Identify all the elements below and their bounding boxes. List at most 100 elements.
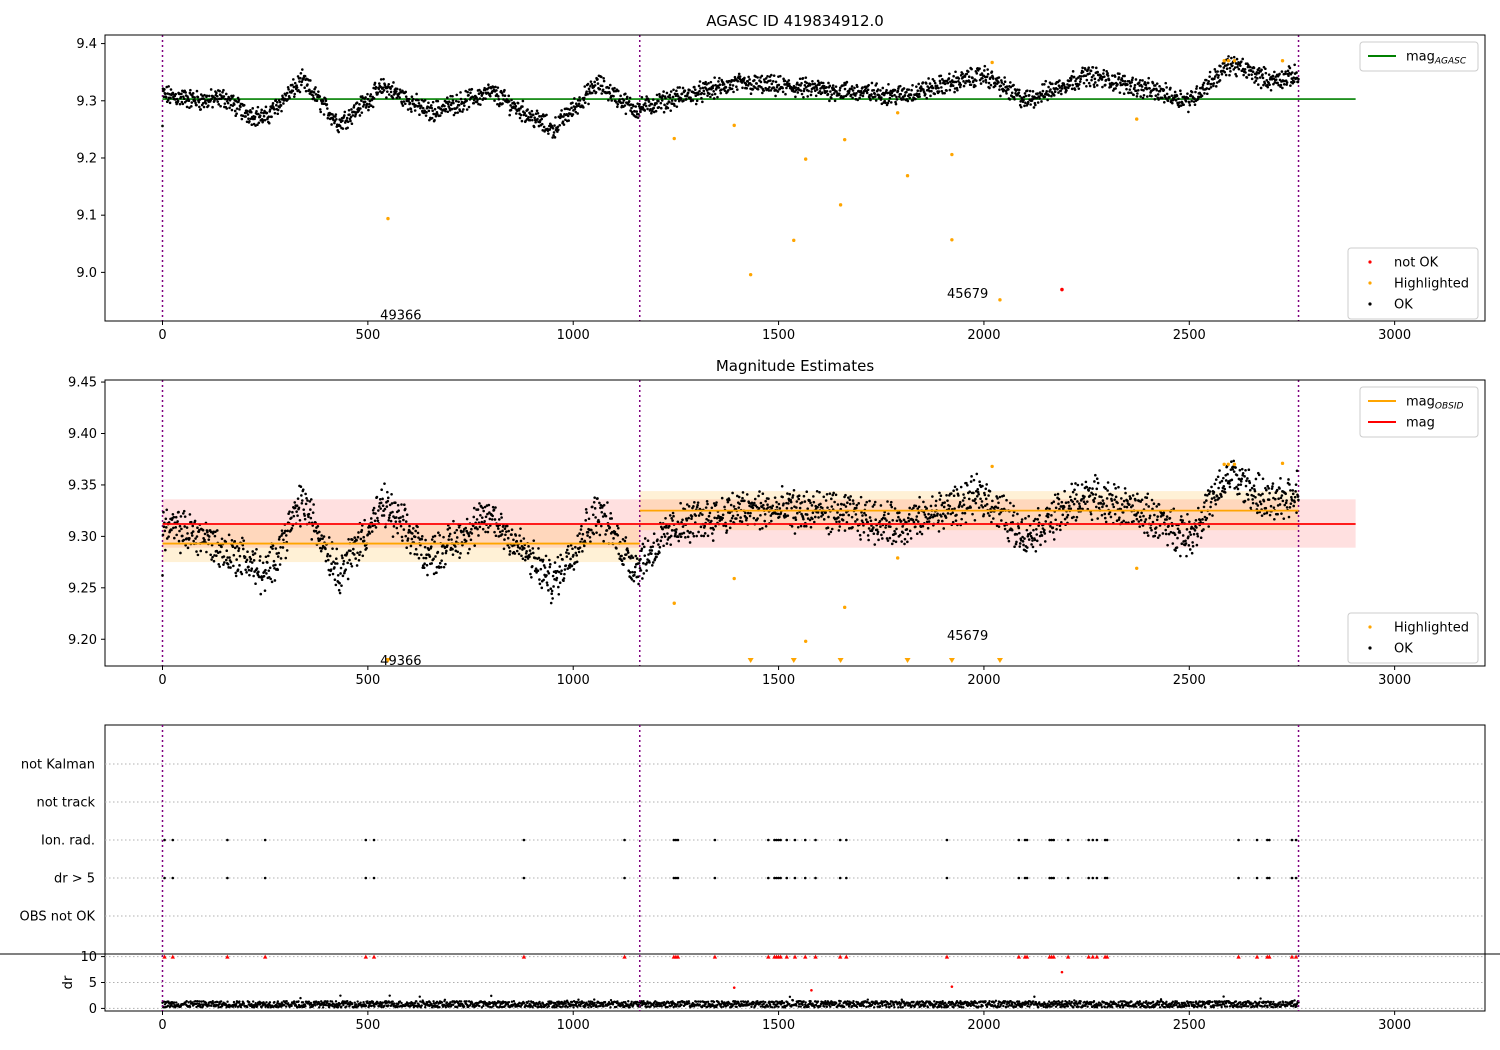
ok-point [828, 99, 831, 103]
ok-point [643, 554, 647, 557]
ok-point [545, 581, 549, 584]
ok-point [1123, 80, 1127, 83]
ok-point [618, 98, 622, 101]
ok-point [362, 539, 366, 543]
ok-point [1207, 492, 1211, 496]
ok-point [318, 95, 322, 98]
ok-point [349, 562, 353, 566]
ok-point [389, 87, 392, 90]
ok-point [222, 555, 226, 558]
ok-point [1127, 91, 1131, 95]
ok-point [469, 91, 472, 95]
ok-point [467, 93, 470, 97]
ok-point [730, 87, 734, 91]
ok-point [575, 554, 579, 557]
ok-point [699, 87, 702, 90]
ok-point [577, 102, 581, 106]
x-tick-label: 0 [158, 328, 166, 343]
ok-point [1027, 514, 1031, 518]
ok-point [1106, 74, 1110, 77]
ok-point [916, 520, 920, 523]
ok-point [705, 83, 708, 86]
ok-point [770, 506, 774, 510]
ok-point [484, 515, 488, 519]
ok-point [943, 82, 947, 86]
ok-point [558, 581, 562, 585]
ok-point [1044, 79, 1048, 83]
ok-point [249, 110, 253, 114]
ok-point [666, 106, 670, 110]
ok-point [532, 125, 536, 129]
ok-point [782, 77, 785, 81]
ok-point [695, 505, 699, 509]
ok-point [689, 96, 692, 99]
ok-point [459, 91, 462, 94]
ok-point [430, 538, 434, 541]
ok-point [613, 530, 617, 534]
ok-point [558, 123, 562, 127]
ok-point [828, 84, 832, 88]
ok-point [639, 110, 642, 114]
ok-point [1154, 94, 1158, 97]
ok-point [983, 64, 987, 68]
ok-point [1166, 99, 1170, 103]
ok-point [998, 495, 1002, 499]
ok-point [1205, 499, 1208, 502]
ok-point [1024, 101, 1027, 105]
ok-point [728, 526, 732, 530]
ok-point [326, 554, 329, 558]
ok-point [1111, 493, 1114, 497]
ok-point [1144, 83, 1148, 87]
ok-point [963, 75, 967, 78]
ok-point [831, 84, 835, 87]
ok-point [496, 86, 500, 89]
ok-point [616, 105, 619, 109]
ok-point [228, 556, 231, 559]
ok-point [1167, 532, 1171, 536]
ok-point [394, 90, 398, 93]
ok-point [222, 88, 225, 92]
ok-point [928, 82, 932, 85]
ok-point [1239, 483, 1243, 486]
ok-point [1032, 97, 1035, 100]
ok-point [657, 543, 660, 546]
ok-point [804, 524, 808, 528]
ok-point [352, 104, 356, 107]
ok-point [1128, 88, 1132, 91]
ok-point [687, 516, 690, 520]
ok-point [793, 90, 797, 93]
ok-point [591, 513, 595, 517]
ok-point [213, 99, 216, 102]
ok-point [931, 495, 934, 498]
ok-point [532, 539, 536, 542]
ok-point [362, 535, 366, 539]
ok-point [813, 82, 817, 86]
ok-point [514, 534, 518, 537]
ok-point [1073, 488, 1076, 492]
ok-point [508, 550, 512, 553]
ok-point [1214, 498, 1217, 502]
ok-point [1019, 105, 1023, 109]
ok-point [1243, 499, 1247, 503]
ok-point [996, 497, 999, 500]
ok-point [759, 80, 763, 84]
dr-flag [713, 876, 717, 880]
ok-point [1046, 515, 1050, 519]
ok-point [530, 575, 533, 579]
ok-point [495, 89, 498, 92]
ok-point [1034, 517, 1037, 521]
ok-point [242, 539, 246, 542]
ok-point [531, 551, 535, 555]
ok-point [246, 109, 249, 113]
ok-point [620, 559, 624, 563]
ok-point [277, 538, 281, 541]
ok-point [728, 511, 732, 515]
ok-point [396, 503, 400, 507]
ok-point [1179, 89, 1182, 93]
ok-point [666, 532, 669, 535]
ok-point [909, 537, 913, 540]
ok-point [420, 98, 424, 102]
ok-point [962, 503, 966, 507]
ok-point [535, 109, 539, 113]
ok-point [414, 547, 418, 551]
